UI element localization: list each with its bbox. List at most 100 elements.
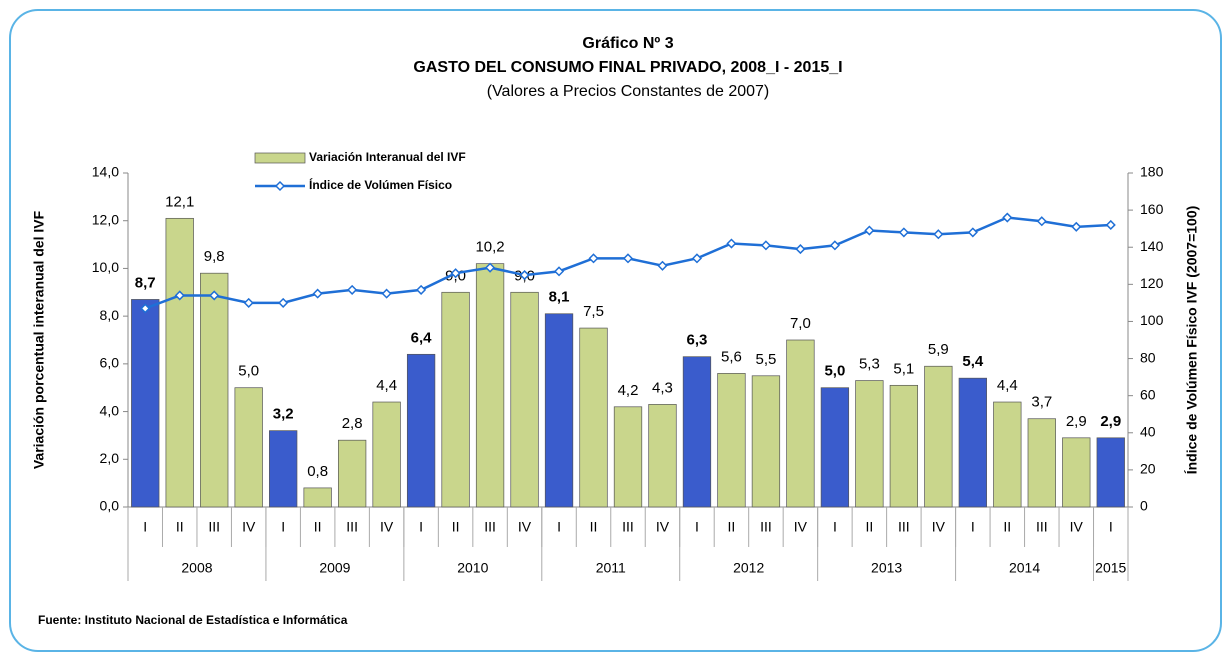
y-tick-label: 12,0 — [92, 211, 119, 227]
x-tick-label: IV — [380, 519, 394, 535]
y2-tick-label: 120 — [1140, 275, 1164, 291]
x-tick-label: II — [1003, 519, 1011, 535]
bar — [993, 401, 1022, 508]
y-tick-label: 0,0 — [100, 498, 120, 514]
line-marker — [209, 290, 220, 301]
data-label: 8,7 — [135, 274, 156, 291]
data-label: 3,2 — [273, 406, 294, 423]
line-marker — [622, 253, 634, 264]
bar — [475, 263, 505, 508]
x-tick-label: IV — [518, 519, 532, 535]
chart-subtitle: GASTO DEL CONSUMO FINAL PRIVADO, 2008_I … — [413, 59, 842, 76]
x-tick-label: IV — [932, 519, 946, 535]
x-tick-label: II — [314, 519, 322, 535]
bar — [786, 339, 815, 508]
data-label: 5,1 — [893, 360, 914, 377]
x-tick-label: III — [484, 519, 496, 535]
x-tick-label: I — [971, 519, 975, 535]
x-tick-label: I — [419, 519, 423, 535]
y2-tick-label: 140 — [1140, 238, 1164, 254]
group-label: 2008 — [181, 560, 212, 576]
line-marker — [898, 227, 909, 238]
line-marker — [691, 253, 703, 264]
line-marker — [312, 288, 323, 299]
data-label: 2,9 — [1066, 413, 1087, 430]
data-label: 7,0 — [790, 315, 811, 332]
y-tick-label: 2,0 — [100, 450, 120, 466]
chart-note: (Valores a Precios Constantes de 2007) — [487, 83, 770, 100]
line-marker — [726, 238, 737, 249]
y-axis-title: Variación porcentual interanual del IVF — [31, 210, 47, 469]
line-marker — [519, 269, 530, 281]
y2-tick-label: 80 — [1140, 349, 1156, 365]
data-label: 2,9 — [1100, 413, 1121, 430]
data-label: 4,4 — [376, 377, 397, 394]
x-tick-label: III — [898, 519, 910, 535]
data-label: 7,5 — [583, 303, 604, 320]
data-label: 5,3 — [859, 356, 880, 373]
line-marker — [1002, 212, 1013, 223]
line-marker — [657, 260, 668, 271]
group-label: 2012 — [733, 560, 764, 576]
bar — [1027, 418, 1056, 508]
x-tick-label: IV — [794, 519, 808, 535]
x-tick-label: I — [1109, 519, 1113, 535]
data-label: 2,8 — [342, 415, 363, 432]
data-label: 5,0 — [824, 363, 845, 380]
bar — [958, 377, 987, 508]
bar — [1062, 437, 1091, 508]
bar — [510, 291, 539, 508]
x-tick-label: IV — [242, 519, 256, 535]
line-marker — [140, 303, 151, 314]
group-label: 2011 — [596, 560, 626, 576]
line-marker — [381, 288, 392, 299]
bar — [544, 313, 574, 508]
data-label: 5,5 — [756, 351, 777, 368]
x-tick-label: II — [452, 519, 460, 535]
data-label: 0,8 — [307, 463, 328, 480]
line-marker — [588, 253, 599, 264]
data-label: 4,4 — [997, 377, 1018, 394]
group-label: 2009 — [319, 560, 350, 576]
x-tick-label: IV — [656, 519, 670, 535]
x-tick-label: II — [865, 519, 873, 535]
y2-tick-label: 100 — [1140, 312, 1164, 328]
data-label: 4,2 — [618, 382, 639, 399]
line-marker — [347, 284, 358, 295]
y-tick-label: 14,0 — [92, 164, 119, 180]
line-marker — [1036, 216, 1047, 227]
bar — [269, 430, 298, 508]
source: Fuente: Instituto Nacional de Estadístic… — [38, 613, 348, 627]
y2-tick-label: 160 — [1140, 201, 1164, 217]
bar — [131, 299, 160, 508]
data-label: 9,8 — [204, 248, 225, 265]
data-label: 12,1 — [165, 193, 194, 210]
bar — [820, 387, 850, 508]
line-marker — [829, 240, 840, 251]
line-marker — [174, 290, 185, 301]
bar — [234, 387, 263, 508]
legend-swatch — [254, 152, 306, 164]
line-marker — [1105, 219, 1116, 231]
x-tick-label: III — [346, 519, 358, 535]
line-marker — [416, 284, 427, 295]
y-tick-label: 8,0 — [100, 307, 120, 323]
line-marker — [1071, 221, 1082, 232]
bar — [1096, 437, 1125, 508]
bar — [406, 353, 436, 508]
line-marker — [485, 262, 496, 273]
x-tick-label: II — [728, 519, 736, 535]
line-marker — [967, 227, 978, 238]
y2-tick-label: 40 — [1140, 423, 1156, 439]
bar — [682, 356, 712, 508]
y-tick-label: 4,0 — [100, 402, 120, 418]
x-tick-label: I — [281, 519, 285, 535]
x-tick-label: I — [143, 519, 147, 535]
x-tick-label: III — [1036, 519, 1048, 535]
line-marker — [933, 229, 944, 240]
line-marker — [243, 297, 254, 308]
bar — [372, 401, 401, 508]
group-label: 2010 — [457, 560, 488, 576]
bar — [889, 384, 919, 508]
